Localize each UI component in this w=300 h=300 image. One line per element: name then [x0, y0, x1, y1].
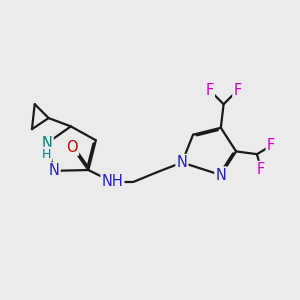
- Text: N: N: [176, 155, 188, 170]
- Text: F: F: [267, 138, 275, 153]
- Text: F: F: [206, 83, 214, 98]
- Text: O: O: [66, 140, 78, 155]
- Text: H: H: [42, 148, 51, 161]
- Text: N: N: [49, 163, 60, 178]
- Text: F: F: [233, 83, 242, 98]
- Text: F: F: [257, 162, 265, 177]
- Text: N: N: [215, 167, 226, 182]
- Text: N: N: [42, 136, 53, 151]
- Text: NH: NH: [102, 174, 123, 189]
